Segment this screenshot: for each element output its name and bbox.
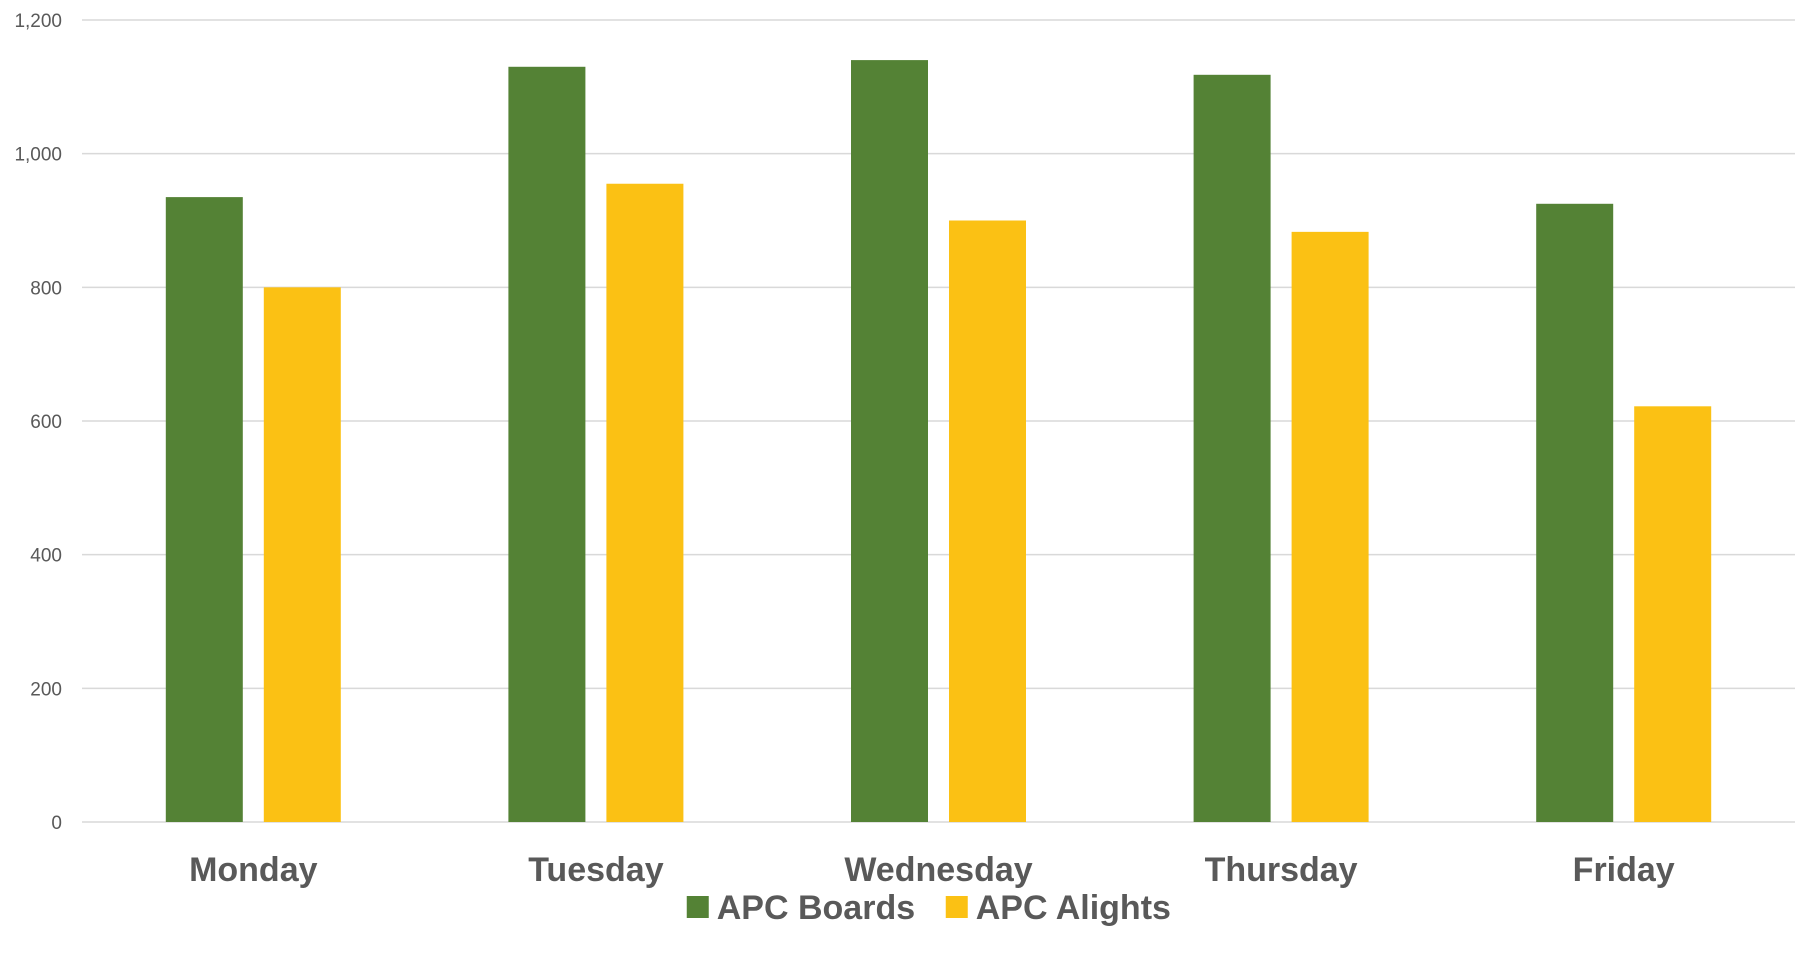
y-tick-label: 600 (30, 412, 62, 433)
legend-swatch (945, 896, 968, 918)
x-tick-label: Tuesday (528, 851, 664, 889)
y-tick-label: 800 (30, 278, 62, 299)
bar-apc-boards-monday (165, 197, 243, 822)
bar-apc-alights-tuesday (606, 183, 684, 822)
x-tick-label: Friday (1573, 851, 1675, 889)
bar-apc-boards-tuesday (508, 66, 586, 823)
bar-apc-alights-thursday (1291, 231, 1369, 822)
legend-label: APC Alights (976, 889, 1171, 927)
y-tick-label: 400 (30, 546, 62, 567)
x-tick-label: Monday (189, 851, 318, 889)
bars (165, 60, 1712, 823)
legend-swatch (686, 896, 709, 918)
x-tick-label: Wednesday (844, 851, 1032, 889)
y-axis-ticks: 0 200 400 600 800 1,000 1,200 (14, 11, 62, 834)
x-tick-label: Thursday (1205, 851, 1358, 889)
bar-apc-alights-wednesday (949, 220, 1026, 822)
legend-item-apc-boards: APC Boards (686, 889, 915, 927)
y-tick-label: 0 (51, 813, 62, 834)
legend: APC Boards APC Alights (686, 889, 1171, 927)
bar-apc-alights-monday (263, 287, 341, 822)
legend-item-apc-alights: APC Alights (945, 889, 1171, 927)
bar-apc-boards-friday (1536, 203, 1614, 822)
bar-apc-alights-friday (1634, 406, 1712, 822)
x-axis-ticks: Monday Tuesday Wednesday Thursday Friday (189, 851, 1675, 889)
gridlines (82, 19, 1795, 823)
bar-apc-boards-wednesday (851, 60, 928, 823)
legend-label: APC Boards (717, 889, 915, 927)
y-tick-label: 1,000 (14, 145, 62, 166)
bar-apc-boards-thursday (1193, 74, 1271, 822)
y-tick-label: 1,200 (14, 11, 62, 32)
y-tick-label: 200 (30, 679, 62, 700)
